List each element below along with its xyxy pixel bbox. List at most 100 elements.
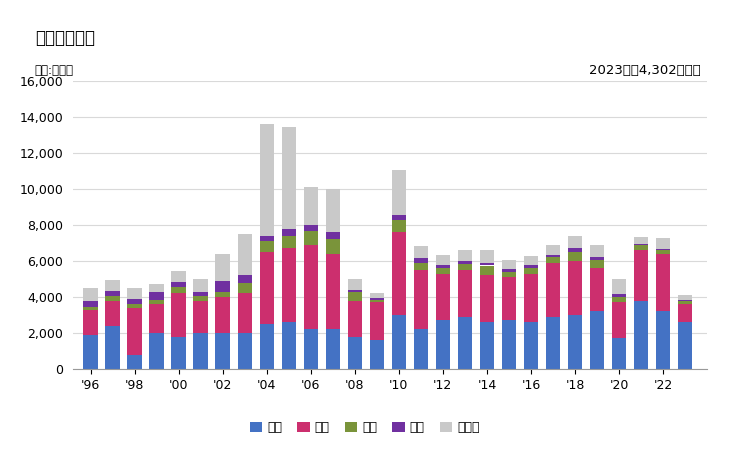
Bar <box>436 274 450 320</box>
Bar <box>193 296 208 301</box>
Bar <box>590 268 604 311</box>
Bar <box>171 337 186 369</box>
Bar <box>590 260 604 268</box>
Bar <box>83 335 98 369</box>
Bar <box>149 300 164 304</box>
Bar <box>149 333 164 369</box>
Bar <box>590 311 604 369</box>
Bar <box>524 256 538 266</box>
Bar <box>480 250 494 263</box>
Bar <box>281 322 296 369</box>
Bar <box>83 307 98 310</box>
Bar <box>326 254 340 329</box>
Bar <box>281 236 296 248</box>
Bar <box>413 258 428 263</box>
Bar <box>348 301 362 337</box>
Bar <box>238 275 252 283</box>
Bar <box>502 277 516 320</box>
Bar <box>568 236 582 248</box>
Bar <box>524 274 538 322</box>
Bar <box>281 230 296 236</box>
Bar <box>128 355 141 369</box>
Bar <box>83 310 98 335</box>
Bar <box>612 279 626 294</box>
Bar <box>149 292 164 300</box>
Bar <box>480 263 494 266</box>
Bar <box>436 266 450 268</box>
Bar <box>348 337 362 369</box>
Bar <box>568 248 582 252</box>
Bar <box>656 250 670 254</box>
Bar <box>83 301 98 307</box>
Bar <box>128 308 141 355</box>
Bar <box>128 288 141 299</box>
Bar <box>303 187 318 225</box>
Text: 2023年：4,302万トン: 2023年：4,302万トン <box>589 64 701 76</box>
Bar <box>391 315 406 369</box>
Bar <box>480 266 494 275</box>
Bar <box>83 288 98 301</box>
Bar <box>216 297 230 333</box>
Bar <box>678 295 693 300</box>
Bar <box>370 300 384 302</box>
Bar <box>171 293 186 337</box>
Bar <box>590 245 604 257</box>
Bar <box>391 215 406 220</box>
Text: 単位:万トン: 単位:万トン <box>35 64 74 76</box>
Bar <box>171 271 186 282</box>
Bar <box>678 300 693 302</box>
Bar <box>106 301 120 326</box>
Bar <box>149 304 164 333</box>
Bar <box>128 304 141 308</box>
Bar <box>634 245 648 250</box>
Bar <box>436 255 450 266</box>
Bar <box>238 293 252 333</box>
Bar <box>391 232 406 315</box>
Bar <box>436 320 450 369</box>
Bar <box>128 299 141 304</box>
Bar <box>216 292 230 297</box>
Bar <box>193 333 208 369</box>
Bar <box>458 250 472 261</box>
Bar <box>106 291 120 296</box>
Bar <box>590 257 604 260</box>
Bar <box>193 292 208 296</box>
Bar <box>106 326 120 369</box>
Bar <box>480 322 494 369</box>
Bar <box>656 311 670 369</box>
Bar <box>413 263 428 270</box>
Bar <box>436 268 450 274</box>
Bar <box>303 225 318 231</box>
Bar <box>171 287 186 293</box>
Bar <box>502 260 516 269</box>
Bar <box>326 232 340 239</box>
Bar <box>524 322 538 369</box>
Bar <box>260 241 274 252</box>
Bar <box>678 302 693 304</box>
Bar <box>480 275 494 322</box>
Text: 輸出量の推移: 輸出量の推移 <box>35 29 95 47</box>
Bar <box>524 266 538 268</box>
Bar <box>678 304 693 322</box>
Bar <box>612 294 626 297</box>
Bar <box>193 279 208 292</box>
Bar <box>303 329 318 369</box>
Bar <box>216 254 230 281</box>
Bar <box>348 290 362 292</box>
Bar <box>546 257 560 263</box>
Bar <box>238 333 252 369</box>
Bar <box>303 245 318 329</box>
Bar <box>413 329 428 369</box>
Bar <box>546 263 560 317</box>
Bar <box>326 239 340 254</box>
Bar <box>281 248 296 322</box>
Bar <box>502 320 516 369</box>
Bar <box>458 317 472 369</box>
Bar <box>524 268 538 274</box>
Bar <box>458 264 472 270</box>
Bar <box>106 280 120 291</box>
Bar <box>391 170 406 215</box>
Bar <box>502 269 516 272</box>
Bar <box>238 234 252 275</box>
Bar <box>260 324 274 369</box>
